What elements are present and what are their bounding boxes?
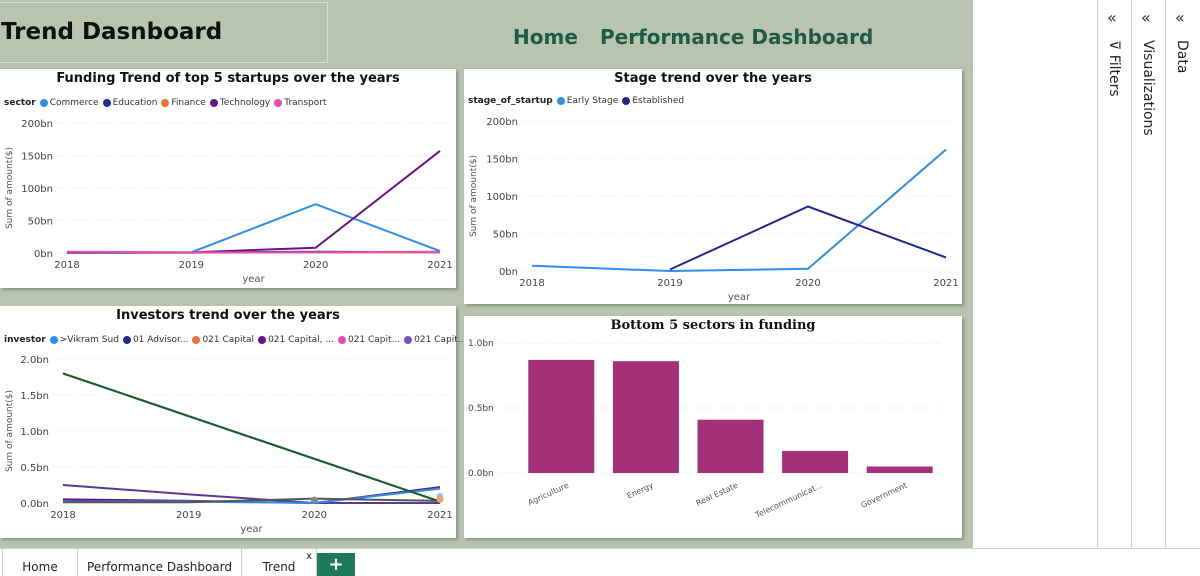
x-tick-label: 2018 — [50, 510, 75, 521]
pane-divider — [1165, 0, 1166, 548]
y-tick-label: 0bn — [34, 249, 53, 260]
right-panes: « « « ⊽ Filters Visualizations Data — [1097, 0, 1200, 548]
series-line — [63, 373, 440, 501]
y-axis-label: Sum of amount($) — [5, 390, 15, 472]
investors-trend-chart[interactable]: Investors trend over the years investor … — [0, 306, 456, 538]
tab-home[interactable]: Home — [2, 549, 78, 576]
series-line — [532, 150, 946, 272]
filters-pane-tab[interactable]: ⊽ Filters — [1106, 40, 1122, 97]
data-point — [437, 496, 444, 503]
y-tick-label: 100bn — [486, 192, 518, 203]
x-tick-label: 2019 — [657, 278, 682, 289]
tab-performance-dashboard[interactable]: Performance Dashboard — [78, 549, 242, 576]
bottom-sectors-plot: 0.0bn 0.5bn 1.0bn Agriculture Energy Real Est… — [464, 316, 962, 538]
x-tick-label: Real Estate — [695, 481, 740, 508]
x-tick-label: 2021 — [427, 260, 452, 271]
y-tick-label: 1.5bn — [20, 391, 49, 402]
x-tick-label: Energy — [626, 481, 655, 501]
y-tick-label: 200bn — [486, 117, 518, 128]
stage-trend-plot: 0bn 50bn 100bn 150bn 200bn 2018 2019 2020 2021 ye… — [464, 69, 962, 304]
y-tick-label: 50bn — [493, 230, 518, 241]
y-tick-label: 150bn — [21, 152, 53, 163]
bar — [698, 420, 764, 473]
y-tick-label: 200bn — [21, 119, 53, 130]
y-tick-label: 0.5bn — [20, 463, 49, 474]
funding-trend-chart[interactable]: Funding Trend of top 5 startups over the… — [0, 69, 456, 288]
y-tick-label: 0bn — [499, 267, 518, 278]
x-tick-label: 2018 — [54, 260, 79, 271]
visualizations-pane-tab[interactable]: Visualizations — [1140, 40, 1156, 136]
series-line — [67, 252, 440, 253]
y-tick-label: 0.0bn — [20, 499, 49, 510]
x-tick-label: 2018 — [519, 278, 544, 289]
add-page-button[interactable]: + — [317, 553, 355, 576]
report-canvas: Trend Dasnboard Home Performance Dashboa… — [0, 0, 973, 548]
collapse-filters-icon[interactable]: « — [1107, 8, 1117, 27]
series-line — [67, 204, 440, 252]
y-tick-label: 1.0bn — [468, 339, 494, 349]
y-tick-label: 0.5bn — [468, 404, 494, 414]
y-tick-label: 50bn — [28, 217, 53, 228]
x-tick-label: 2019 — [179, 260, 204, 271]
y-tick-label: 2.0bn — [20, 355, 49, 366]
y-tick-label: 0.0bn — [468, 469, 494, 479]
stage-trend-chart[interactable]: Stage trend over the years stage_of_star… — [464, 69, 962, 304]
x-tick-label: 2020 — [795, 278, 820, 289]
funding-trend-plot: 0bn 50bn 100bn 150bn 200bn 2018 2019 2020 2021 ye… — [0, 69, 456, 288]
x-tick-label: Government — [860, 481, 909, 510]
close-tab-icon[interactable]: x — [306, 551, 312, 562]
bar — [528, 360, 594, 473]
y-tick-label: 150bn — [486, 155, 518, 166]
x-tick-label: Agriculture — [526, 481, 570, 508]
y-axis-label: Sum of amount($) — [5, 147, 15, 229]
tab-trend[interactable]: Trend x — [242, 549, 317, 576]
y-tick-label: 1.0bn — [20, 427, 49, 438]
data-pane-tab[interactable]: Data — [1174, 40, 1190, 73]
x-tick-label: 2020 — [303, 260, 328, 271]
data-point — [311, 497, 318, 504]
x-tick-label: 2021 — [427, 510, 452, 521]
bar — [613, 361, 679, 473]
x-axis-label: year — [242, 274, 265, 285]
x-axis-label: year — [240, 524, 263, 535]
nav-home-button[interactable]: Home — [513, 25, 578, 49]
bar — [782, 451, 848, 473]
filter-icon: ⊽ — [1106, 40, 1122, 55]
collapse-data-icon[interactable]: « — [1175, 8, 1185, 27]
y-tick-label: 100bn — [21, 184, 53, 195]
pane-divider — [1131, 0, 1132, 548]
bar — [867, 467, 933, 474]
x-tick-label: Telecommunicat... — [753, 481, 824, 520]
nav-performance-dashboard-button[interactable]: Performance Dashboard — [600, 25, 873, 49]
report-title-box: Trend Dasnboard — [0, 2, 328, 63]
y-axis-label: Sum of amount($) — [469, 155, 479, 237]
x-tick-label: 2019 — [176, 510, 201, 521]
page-tab-bar: Home Performance Dashboard Trend x + — [0, 548, 1200, 575]
series-line — [67, 151, 440, 253]
investors-trend-plot: 0.0bn 0.5bn 1.0bn 1.5bn 2.0bn 2018 2019 2020 202… — [0, 306, 456, 538]
report-title: Trend Dasnboard — [1, 19, 222, 45]
x-tick-label: 2021 — [933, 278, 958, 289]
collapse-visualizations-icon[interactable]: « — [1141, 8, 1151, 27]
x-tick-label: 2020 — [302, 510, 327, 521]
x-axis-label: year — [728, 292, 751, 303]
series-line — [670, 207, 946, 270]
